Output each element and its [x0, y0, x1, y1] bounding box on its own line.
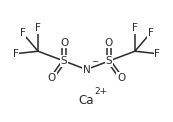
Text: S: S [106, 56, 112, 66]
Text: F: F [35, 23, 41, 33]
Text: F: F [13, 49, 19, 59]
Text: O: O [117, 73, 125, 83]
Text: O: O [60, 38, 68, 48]
Text: F: F [154, 49, 160, 59]
Text: 2+: 2+ [95, 87, 108, 96]
Text: F: F [20, 28, 25, 38]
Text: O: O [48, 73, 56, 83]
Text: F: F [132, 23, 138, 33]
Text: Ca: Ca [79, 94, 94, 107]
Text: −: − [91, 57, 98, 66]
Text: N: N [83, 65, 90, 75]
Text: S: S [61, 56, 67, 66]
Text: F: F [148, 28, 153, 38]
Text: O: O [105, 38, 113, 48]
